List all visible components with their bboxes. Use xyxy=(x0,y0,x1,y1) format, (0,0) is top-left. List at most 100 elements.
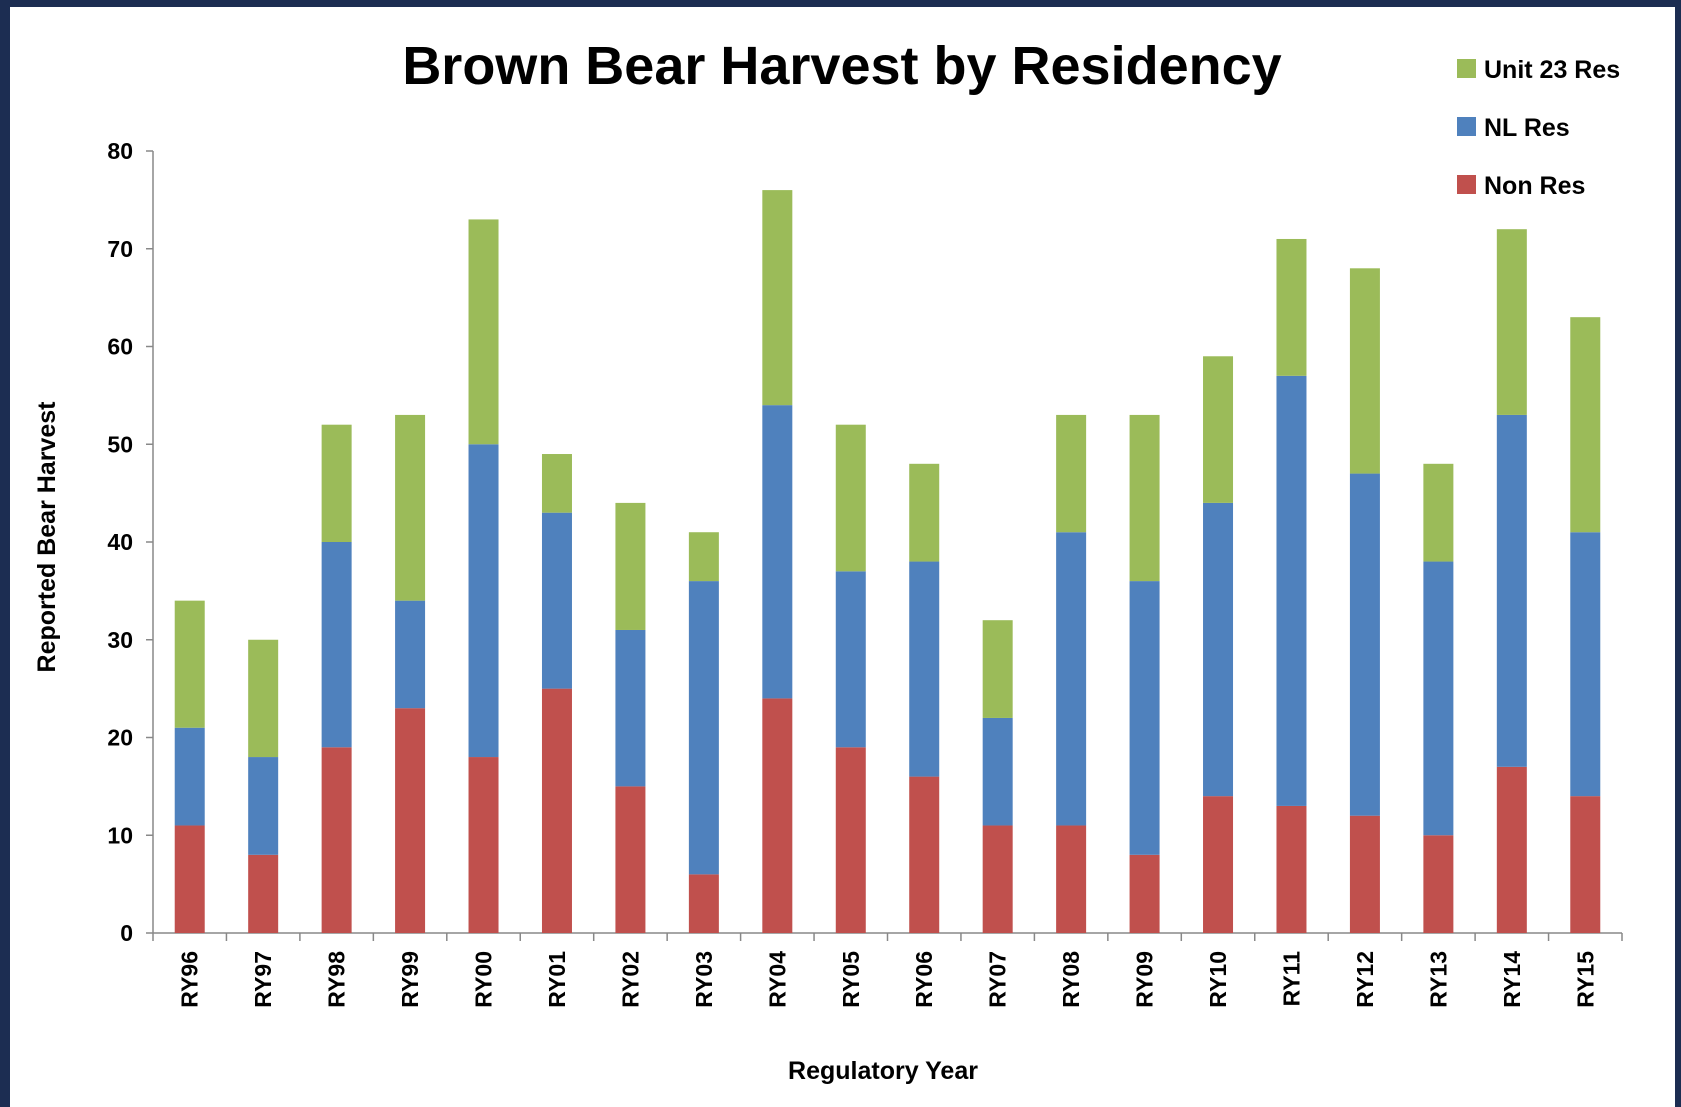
bar-unit-23-res-ry02 xyxy=(615,502,646,630)
bar-non-res-ry07 xyxy=(982,825,1013,933)
bar-nl-res-ry01 xyxy=(541,512,572,689)
bar-nl-res-ry15 xyxy=(1570,532,1601,797)
bar-unit-23-res-ry09 xyxy=(1129,414,1160,582)
x-axis-label: Regulatory Year xyxy=(788,1057,978,1085)
bar-unit-23-res-ry97 xyxy=(248,639,279,758)
bar-non-res-ry04 xyxy=(762,698,793,933)
bar-nl-res-ry02 xyxy=(615,629,646,787)
bar-non-res-ry11 xyxy=(1276,805,1307,933)
x-tick-label: RY05 xyxy=(838,951,864,1008)
x-tick-label: RY13 xyxy=(1425,951,1451,1008)
bar-non-res-ry13 xyxy=(1423,835,1454,933)
bar-unit-23-res-ry10 xyxy=(1203,356,1234,503)
bar-nl-res-ry12 xyxy=(1349,473,1380,816)
x-tick-label: RY98 xyxy=(324,951,350,1008)
bar-unit-23-res-ry06 xyxy=(909,463,940,562)
y-tick-label: 80 xyxy=(107,138,133,164)
y-tick-label: 0 xyxy=(120,920,133,946)
bar-nl-res-ry00 xyxy=(468,444,499,758)
y-axis-label: Reported Bear Harvest xyxy=(33,401,61,673)
x-tick-label: RY97 xyxy=(250,951,276,1008)
x-tick-label: RY01 xyxy=(544,951,570,1008)
bar-non-res-ry97 xyxy=(248,854,279,933)
legend-swatch-non-res xyxy=(1457,175,1476,194)
y-tick-label: 60 xyxy=(107,334,133,360)
x-tick-label: RY08 xyxy=(1058,951,1084,1008)
bar-unit-23-res-ry07 xyxy=(982,620,1013,718)
chart-title: Brown Bear Harvest by Residency xyxy=(402,36,1281,96)
bar-nl-res-ry11 xyxy=(1276,375,1307,806)
bar-unit-23-res-ry14 xyxy=(1496,229,1527,415)
bar-nl-res-ry14 xyxy=(1496,414,1527,767)
bar-unit-23-res-ry05 xyxy=(835,424,866,572)
x-tick-label: RY04 xyxy=(764,951,790,1008)
bar-non-res-ry02 xyxy=(615,786,646,933)
bar-non-res-ry12 xyxy=(1349,815,1380,933)
bar-unit-23-res-ry08 xyxy=(1056,414,1087,533)
x-tick-label: RY09 xyxy=(1132,951,1158,1008)
bar-nl-res-ry10 xyxy=(1203,502,1234,797)
bar-nl-res-ry03 xyxy=(688,581,719,875)
bar-non-res-ry05 xyxy=(835,747,866,933)
bar-nl-res-ry06 xyxy=(909,561,940,777)
legend-swatch-nl-res xyxy=(1457,117,1476,136)
bar-unit-23-res-ry04 xyxy=(762,190,793,406)
stacked-bar-chart: Brown Bear Harvest by Residency Reported… xyxy=(33,36,1623,1085)
bar-nl-res-ry99 xyxy=(395,600,426,709)
bar-non-res-ry03 xyxy=(688,874,719,933)
bar-non-res-ry10 xyxy=(1203,796,1234,933)
legend-label-non-res: Non Res xyxy=(1484,172,1585,200)
bar-non-res-ry98 xyxy=(321,747,352,933)
legend-label-nl-res: NL Res xyxy=(1484,114,1570,142)
bar-non-res-ry99 xyxy=(395,708,426,933)
bar-nl-res-ry13 xyxy=(1423,561,1454,836)
bar-unit-23-res-ry15 xyxy=(1570,317,1601,533)
bar-nl-res-ry09 xyxy=(1129,581,1160,855)
plot-area: 0 10 20 30 40 50 60 70 80 RY96 RY97 RY98 RY99 RY00 RY0… xyxy=(107,138,1623,1008)
bar-non-res-ry14 xyxy=(1496,766,1527,933)
x-tick-label: RY07 xyxy=(985,951,1011,1008)
bar-unit-23-res-ry11 xyxy=(1276,238,1307,376)
y-tick-label: 30 xyxy=(107,627,133,653)
bar-non-res-ry06 xyxy=(909,776,940,933)
x-tick-label: RY96 xyxy=(177,951,203,1008)
y-tick-label: 50 xyxy=(107,431,133,457)
bar-unit-23-res-ry96 xyxy=(174,600,205,728)
legend: Unit 23 Res NL Res Non Res xyxy=(1457,56,1620,200)
bar-unit-23-res-ry13 xyxy=(1423,463,1454,562)
y-tick-label: 40 xyxy=(107,529,133,555)
x-tick-label: RY00 xyxy=(471,951,497,1008)
y-tick-label: 70 xyxy=(107,236,133,262)
legend-label-unit-23-res: Unit 23 Res xyxy=(1484,56,1620,84)
bar-unit-23-res-ry01 xyxy=(541,454,572,513)
bar-nl-res-ry07 xyxy=(982,717,1013,826)
chart-panel: Brown Bear Harvest by Residency Reported… xyxy=(10,7,1675,1107)
bar-unit-23-res-ry00 xyxy=(468,219,499,445)
bar-non-res-ry01 xyxy=(541,688,572,933)
bar-nl-res-ry04 xyxy=(762,405,793,699)
y-tick-label: 20 xyxy=(107,725,133,751)
x-tick-label: RY15 xyxy=(1572,951,1598,1008)
bar-unit-23-res-ry12 xyxy=(1349,268,1380,474)
x-tick-label: RY12 xyxy=(1352,951,1378,1008)
bar-non-res-ry96 xyxy=(174,825,205,933)
x-tick-label: RY03 xyxy=(691,951,717,1008)
bar-non-res-ry15 xyxy=(1570,796,1601,933)
x-tick-label: RY06 xyxy=(911,951,937,1008)
bar-nl-res-ry05 xyxy=(835,571,866,748)
bar-unit-23-res-ry98 xyxy=(321,424,352,542)
bar-unit-23-res-ry03 xyxy=(688,532,719,582)
bar-non-res-ry08 xyxy=(1056,825,1087,933)
x-tick-label: RY10 xyxy=(1205,951,1231,1008)
y-tick-label: 10 xyxy=(107,822,133,848)
x-tick-label: RY02 xyxy=(617,951,643,1008)
x-tick-label: RY99 xyxy=(397,951,423,1008)
x-tick-label: RY14 xyxy=(1499,951,1525,1008)
bar-non-res-ry00 xyxy=(468,757,499,933)
bar-unit-23-res-ry99 xyxy=(395,414,426,601)
bar-nl-res-ry98 xyxy=(321,542,352,748)
bar-nl-res-ry97 xyxy=(248,757,279,855)
x-tick-label: RY11 xyxy=(1278,951,1304,1007)
bar-non-res-ry09 xyxy=(1129,854,1160,933)
bar-nl-res-ry96 xyxy=(174,727,205,826)
